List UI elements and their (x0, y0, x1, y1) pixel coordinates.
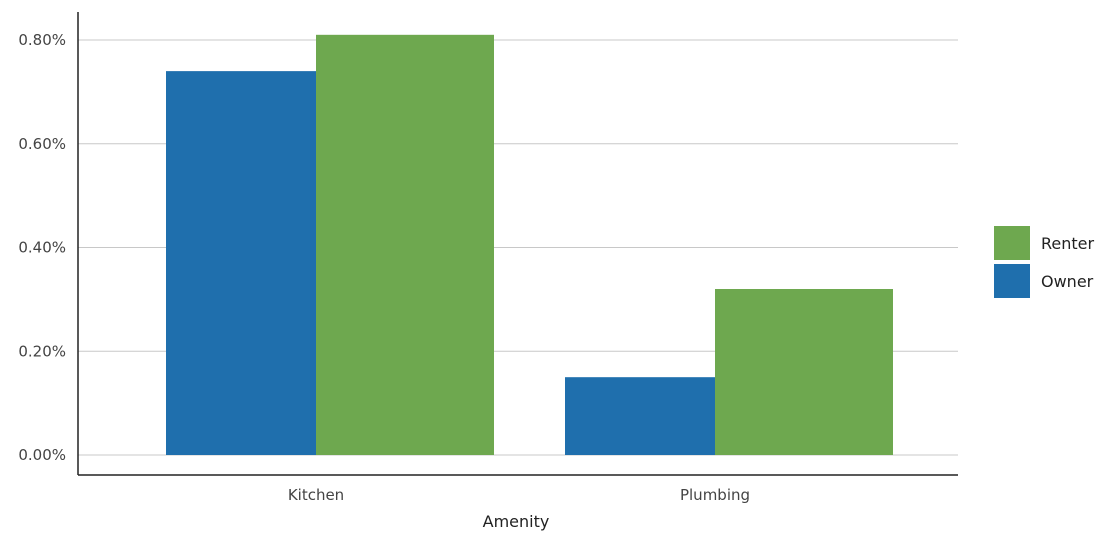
y-tick-label: 0.20% (18, 342, 66, 360)
bar-renter-kitchen (316, 34, 494, 455)
bar-owner-plumbing (565, 377, 715, 455)
legend-swatch-renter (994, 226, 1030, 260)
legend-label-renter: Renter (1041, 234, 1095, 253)
y-tick-label: 0.60% (18, 135, 66, 153)
y-tick-label: 0.40% (18, 239, 66, 257)
legend: Renter Owner (994, 226, 1095, 298)
y-axis-ticks: 0.00% 0.20% 0.40% 0.60% 0.80% (18, 31, 66, 464)
y-tick-label: 0.00% (18, 446, 66, 464)
bar-owner-kitchen (166, 71, 316, 455)
x-tick-label: Plumbing (680, 486, 750, 504)
x-tick-label: Kitchen (288, 486, 344, 504)
bar-renter-plumbing (715, 289, 893, 455)
legend-swatch-owner (994, 264, 1030, 298)
x-axis-title: Amenity (483, 512, 550, 531)
bars (166, 34, 893, 455)
y-tick-label: 0.80% (18, 31, 66, 49)
legend-label-owner: Owner (1041, 272, 1094, 291)
x-axis-ticks: Kitchen Plumbing (288, 486, 750, 504)
